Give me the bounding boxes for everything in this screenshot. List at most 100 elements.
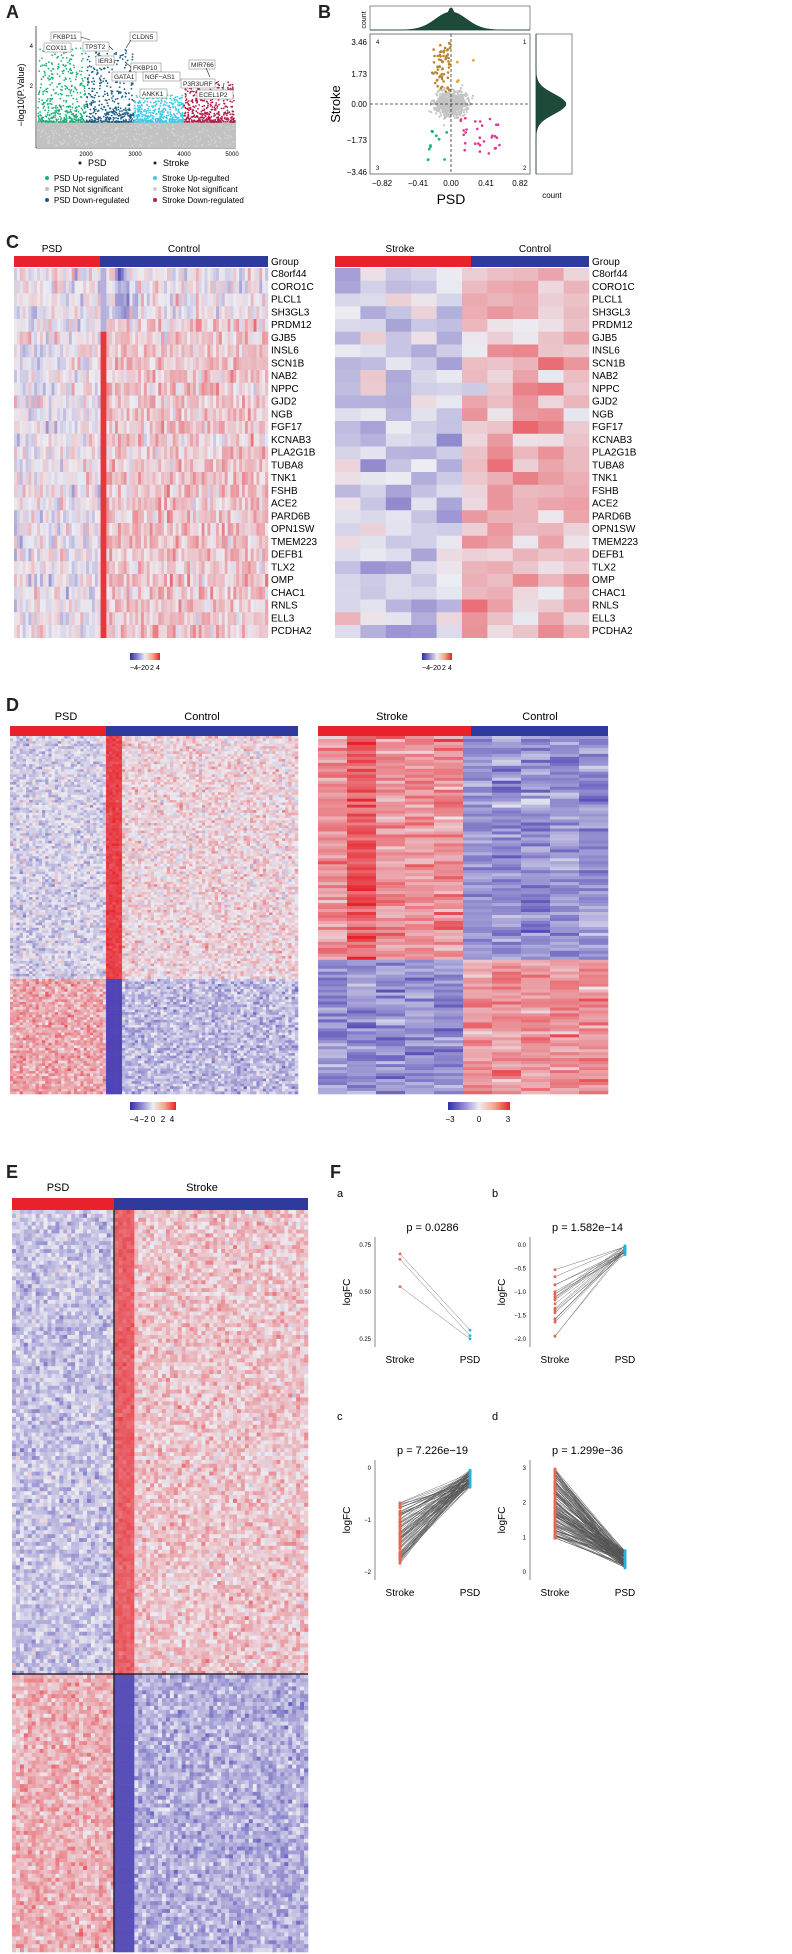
y-tick: −1.0 bbox=[514, 1290, 527, 1296]
legend-item: Stroke Up-regulted bbox=[162, 174, 229, 183]
y-tick: 1.73 bbox=[351, 70, 367, 79]
colorbar-tick: 0 bbox=[477, 1115, 482, 1124]
panel-letter-e: E bbox=[6, 1162, 18, 1183]
y-tick: 0.0 bbox=[518, 1243, 527, 1249]
y-axis-label-stroke: Stroke bbox=[328, 85, 343, 123]
gene-label: SCN1B bbox=[592, 358, 626, 369]
y-tick: −1 bbox=[364, 1518, 372, 1524]
y-axis-label: logFC bbox=[342, 1507, 353, 1534]
gene-label: ACE2 bbox=[592, 499, 619, 510]
gene-label: OPN1SW bbox=[592, 524, 636, 535]
colorbar-tick: 0 bbox=[151, 1115, 156, 1124]
top-count-label: count bbox=[361, 11, 368, 28]
group-label-stroke: Stroke bbox=[163, 158, 189, 168]
gene-label: ELL3 bbox=[271, 613, 295, 624]
gene-label: TNK1 bbox=[592, 473, 618, 484]
gene-labels: FKBP11 COX11 TPST2 CLDN5 IER3 FKBP10 GAT… bbox=[43, 31, 234, 100]
gene-label: ANKK1 bbox=[142, 91, 164, 98]
gene-label: NPPC bbox=[271, 384, 299, 395]
gene-label: PCDHA2 bbox=[271, 626, 312, 637]
right-count-label: count bbox=[542, 191, 562, 200]
x-tick: 0.00 bbox=[443, 179, 459, 188]
paired-plot-c: c p = 7.226e−19 logFC 0 −1 −2 Stroke PSD bbox=[337, 1411, 480, 1599]
gene-label: PLCL1 bbox=[592, 295, 623, 306]
colorbar-left bbox=[130, 1102, 176, 1110]
x-tick: 4000 bbox=[177, 152, 191, 158]
group-psd: PSD bbox=[55, 711, 78, 723]
heatmap-panel-e: PSD Stroke bbox=[12, 1182, 309, 1953]
group-control: Control bbox=[184, 711, 219, 723]
group-header: Group bbox=[271, 257, 299, 268]
colorbar-right bbox=[448, 1102, 510, 1110]
x-tick-stroke: Stroke bbox=[386, 1355, 415, 1366]
gene-label: OPN1SW bbox=[271, 524, 315, 535]
gene-label: PRDM12 bbox=[592, 320, 633, 331]
gene-label: PARD6B bbox=[271, 511, 311, 522]
colorbar-tick: −4 bbox=[422, 665, 430, 672]
y-tick: 2 bbox=[523, 1501, 527, 1507]
colorbar-tick: −4 bbox=[129, 1115, 139, 1124]
y-axis-label: logFC bbox=[497, 1507, 508, 1534]
colorbar-tick: −2 bbox=[139, 1115, 149, 1124]
p-value: p = 7.226e−19 bbox=[397, 1445, 468, 1457]
gene-label: TLX2 bbox=[592, 562, 616, 573]
colorbar-tick: −4 bbox=[130, 665, 138, 672]
gene-label: P3R3URF bbox=[183, 81, 213, 88]
x-tick-psd: PSD bbox=[460, 1588, 481, 1599]
gene-label: TLX2 bbox=[271, 562, 295, 573]
x-tick: 0.41 bbox=[478, 179, 494, 188]
subplot-id: c bbox=[337, 1411, 343, 1423]
gene-label: ACE2 bbox=[271, 499, 298, 510]
gene-label: IER3 bbox=[98, 58, 113, 65]
colorbar-tick: 2 bbox=[150, 665, 154, 672]
y-axis-label: logFC bbox=[342, 1279, 353, 1306]
group-stroke: Stroke bbox=[376, 711, 408, 723]
gene-label: NGF−AS1 bbox=[145, 74, 175, 81]
group-stroke: Stroke bbox=[186, 1182, 218, 1194]
panel-letter-d: D bbox=[6, 695, 19, 716]
y-tick: 3 bbox=[523, 1466, 527, 1472]
quadrant-3: 3 bbox=[376, 166, 380, 172]
p-value: p = 0.0286 bbox=[406, 1222, 458, 1234]
gene-label: GJB5 bbox=[271, 333, 296, 344]
subplot-id: d bbox=[492, 1411, 498, 1423]
gene-label: PLA2G1B bbox=[271, 448, 316, 459]
colorbar-tick: 2 bbox=[161, 1115, 166, 1124]
y-tick: 0 bbox=[368, 1466, 372, 1472]
group-psd: PSD bbox=[42, 244, 63, 255]
gene-label: KCNAB3 bbox=[592, 435, 632, 446]
x-tick-stroke: Stroke bbox=[541, 1355, 570, 1366]
colorbar-tick: 3 bbox=[506, 1115, 511, 1124]
group-control: Control bbox=[519, 244, 551, 255]
subplot-id: a bbox=[337, 1188, 344, 1200]
y-tick: −3.46 bbox=[347, 168, 368, 177]
y-tick: 3.46 bbox=[351, 38, 367, 47]
gene-label: INSL6 bbox=[592, 346, 620, 357]
gene-label: GJD2 bbox=[592, 397, 618, 408]
gene-label: NPPC bbox=[592, 384, 620, 395]
x-tick: −0.82 bbox=[372, 179, 393, 188]
gene-label: CHAC1 bbox=[271, 588, 305, 599]
y-tick-2: 2 bbox=[30, 84, 34, 90]
panel-letter-a: A bbox=[6, 2, 19, 23]
quadrant-scatter-plot: count 4 1 3 2 3.46 1.73 0.00 −1.73 −3.46… bbox=[328, 5, 573, 207]
gene-label: PLCL1 bbox=[271, 295, 302, 306]
group-psd: PSD bbox=[47, 1182, 70, 1194]
gene-label: FSHB bbox=[271, 486, 298, 497]
gene-label: FGF17 bbox=[592, 422, 624, 433]
y-tick: 1 bbox=[523, 1535, 527, 1541]
y-tick: 0.50 bbox=[359, 1290, 371, 1296]
colorbar-tick: 2 bbox=[442, 665, 446, 672]
colorbar-right bbox=[422, 653, 452, 660]
quadrant-2: 2 bbox=[523, 166, 527, 172]
gene-label: DEFB1 bbox=[271, 550, 304, 561]
gene-label: TUBA8 bbox=[592, 460, 625, 471]
subplot-id: b bbox=[492, 1188, 498, 1200]
gene-label: NAB2 bbox=[592, 371, 619, 382]
p-value: p = 1.299e−36 bbox=[552, 1445, 623, 1457]
y-tick: −0.5 bbox=[514, 1267, 527, 1273]
x-tick-stroke: Stroke bbox=[541, 1588, 570, 1599]
gene-label: PLA2G1B bbox=[592, 448, 637, 459]
x-tick: 2000 bbox=[79, 152, 93, 158]
paired-plot-d: d p = 1.299e−36 logFC 3 2 1 0 Stroke PSD bbox=[492, 1411, 635, 1599]
